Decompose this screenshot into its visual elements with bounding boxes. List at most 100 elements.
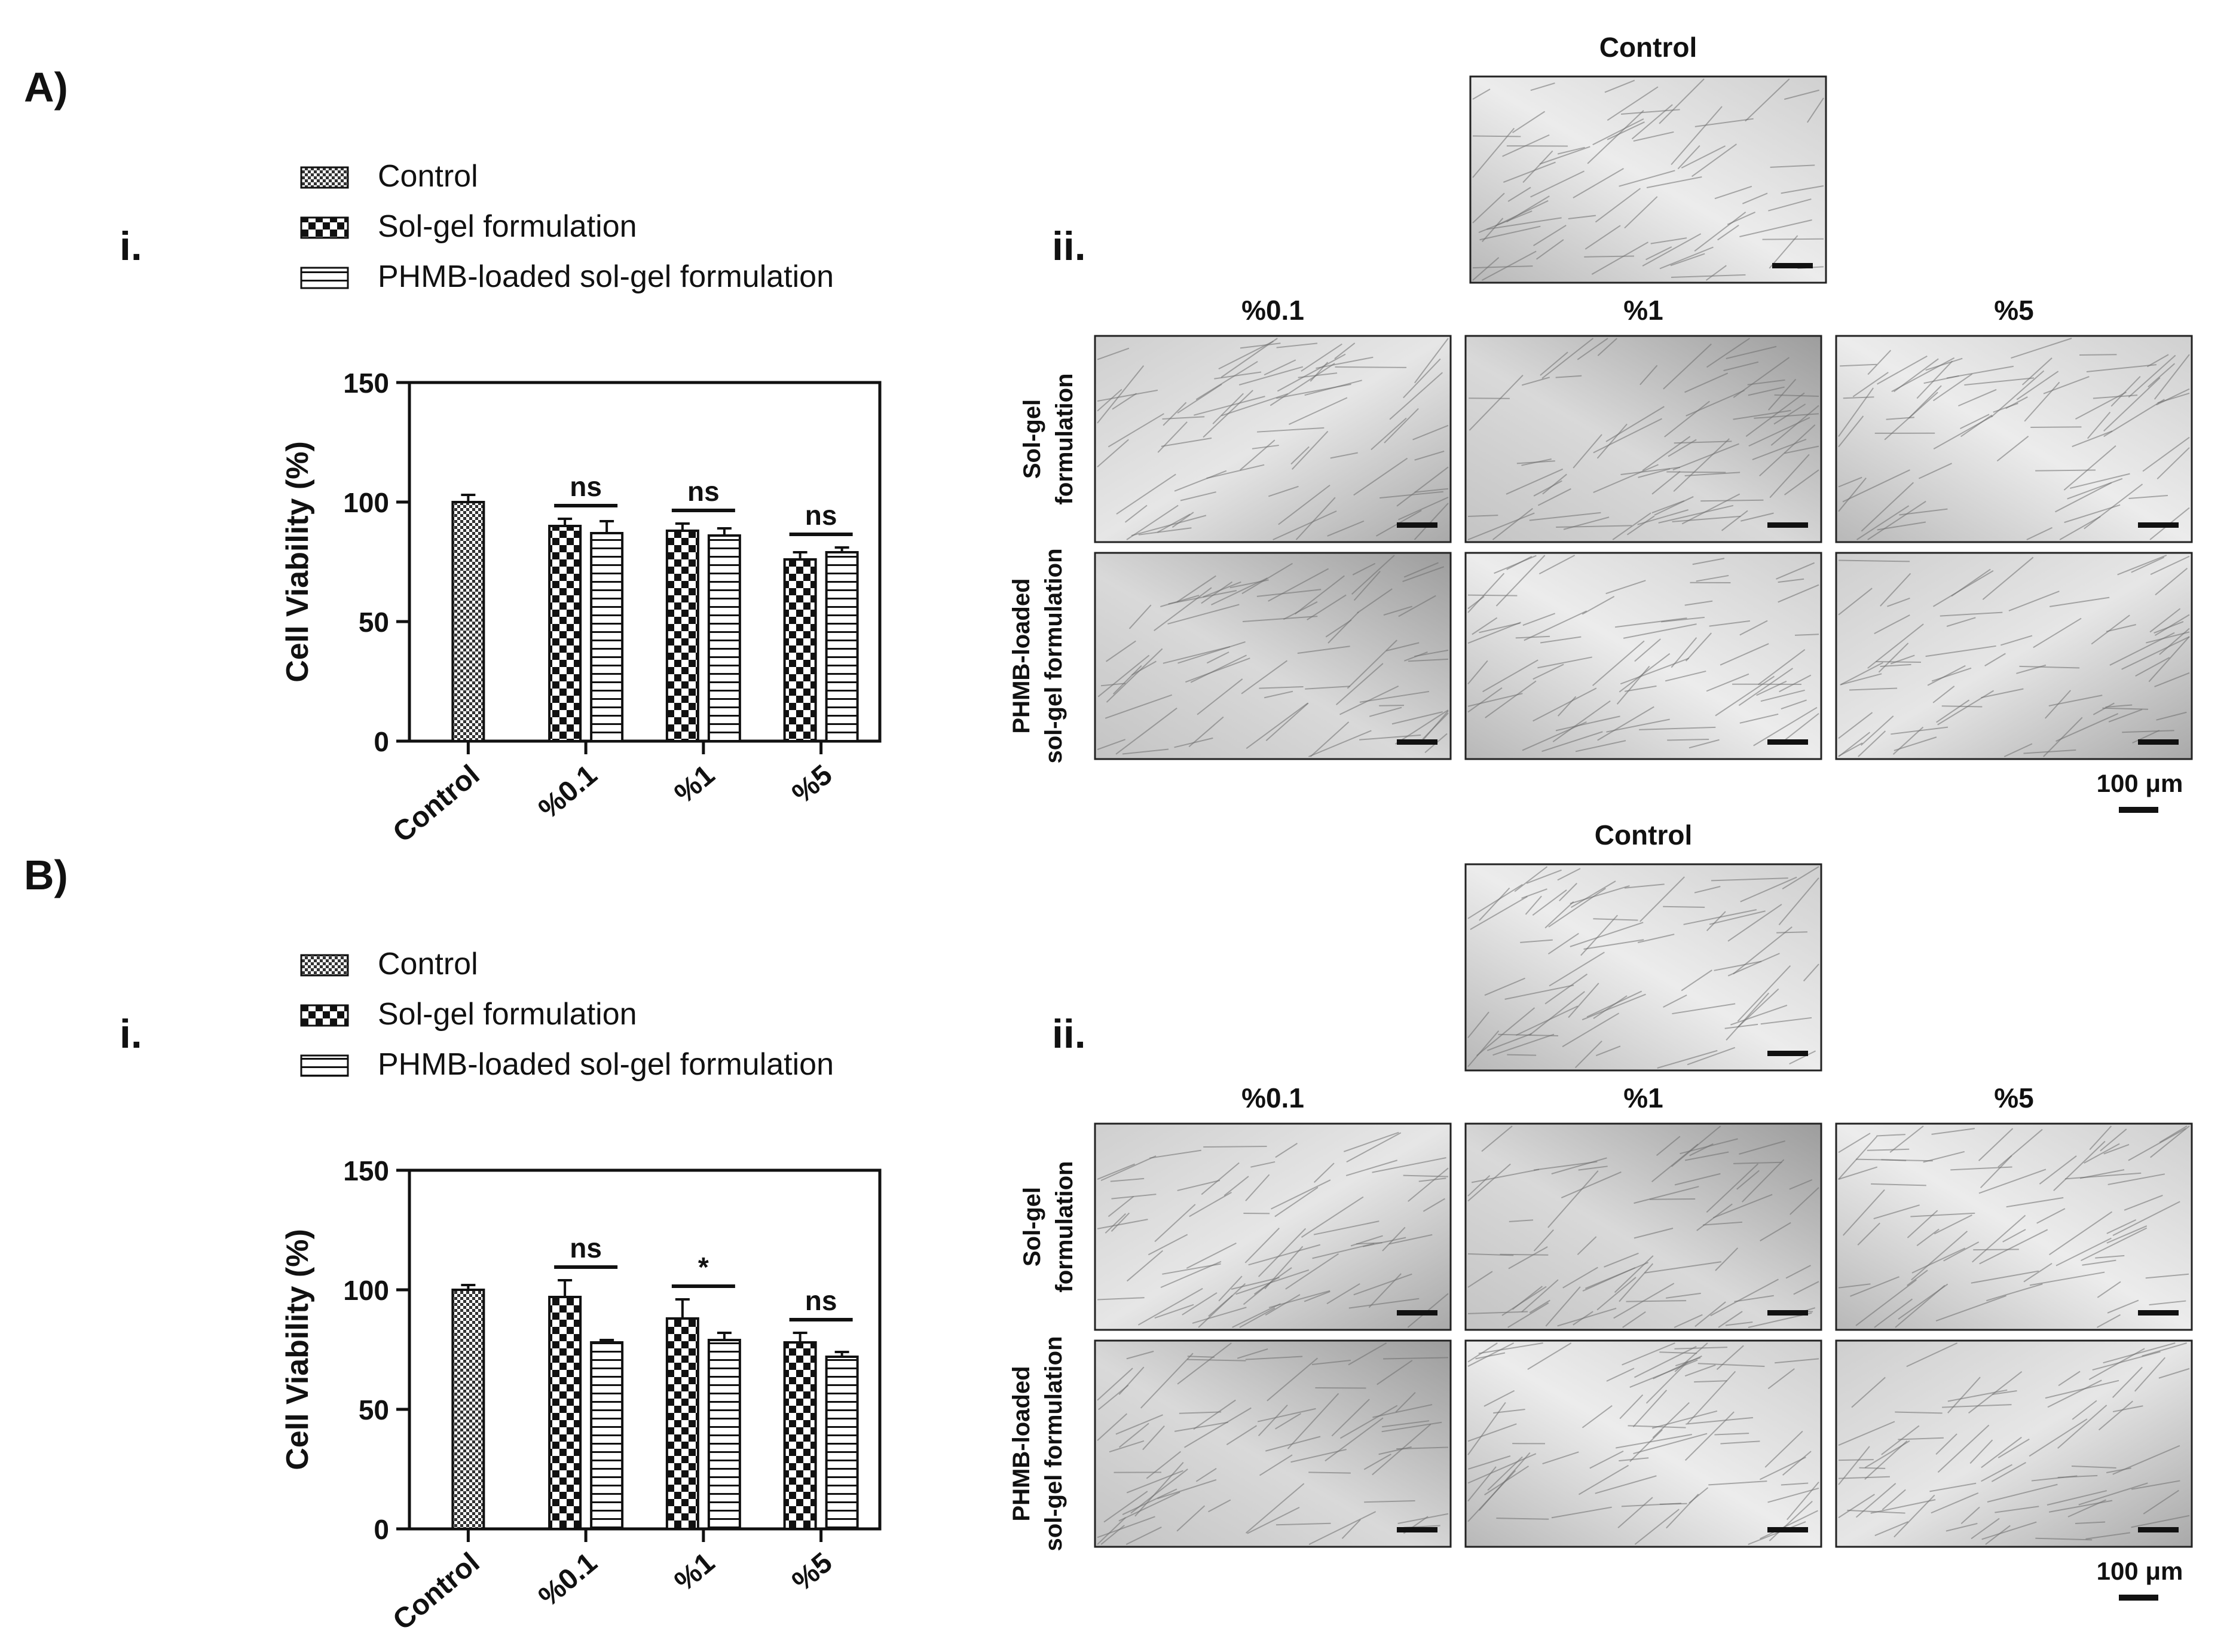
cell (1396, 466, 1449, 507)
y-tick-label: 50 (359, 607, 389, 638)
cell (2149, 1300, 2186, 1306)
cell (1633, 1433, 1708, 1455)
significance-label: ns (687, 476, 720, 507)
cell (1991, 370, 2045, 418)
cell (1264, 690, 1293, 699)
cell (1674, 1314, 1703, 1328)
cell (1247, 1507, 1300, 1534)
cell (1931, 1128, 1975, 1135)
cell (1197, 678, 1243, 715)
micro-row-label: PHMB-loaded sol-gel formulation (1008, 1336, 1067, 1552)
cell (1557, 146, 1585, 155)
cell (1311, 1359, 1351, 1366)
cell (1174, 470, 1227, 492)
cell (1582, 595, 1615, 615)
cell (1495, 555, 1546, 607)
cell (1673, 438, 1730, 492)
cell (1507, 186, 1531, 202)
cell (1486, 217, 1562, 230)
cell (1467, 1311, 1528, 1314)
cell (1778, 877, 1819, 926)
cell (1515, 635, 1550, 639)
cell (1842, 469, 1910, 503)
cell (1530, 82, 1555, 91)
cell (1469, 397, 1510, 399)
cell (1467, 1402, 1506, 1455)
cell (1857, 1222, 1880, 1246)
cell (1521, 888, 1547, 899)
cell (1549, 952, 1605, 987)
cell (2064, 504, 2121, 524)
cell (1671, 274, 1746, 278)
cell (2016, 371, 2059, 400)
cell (1168, 590, 1237, 605)
cell (1122, 748, 1169, 755)
panel-letter: B) (24, 852, 68, 898)
cell (1162, 1263, 1221, 1275)
cell (1389, 1234, 1433, 1245)
legend-swatch (300, 1054, 349, 1077)
cell (1985, 1525, 2011, 1545)
x-tick-label: %0.1 (533, 1547, 603, 1613)
cell (1891, 357, 1955, 393)
cell (1188, 716, 1224, 748)
cell (2070, 473, 2130, 489)
cell (1252, 445, 1279, 449)
cell (1265, 1294, 1301, 1316)
cell (1568, 215, 1596, 219)
cell (1304, 1290, 1330, 1302)
cell (1540, 636, 1582, 644)
cell (1706, 911, 1726, 932)
cell (1589, 1450, 1624, 1469)
cell (1533, 663, 1564, 680)
cell (1190, 654, 1247, 683)
cell (1733, 409, 1791, 420)
cell (1960, 414, 1993, 438)
cell (1552, 700, 1611, 742)
cell (1301, 1196, 1364, 1238)
cell (1305, 686, 1350, 690)
cell (1998, 1128, 2043, 1168)
cell (1408, 1167, 1449, 1202)
cell (1467, 1423, 1517, 1442)
cell (1313, 1162, 1335, 1183)
cell (1935, 1433, 1957, 1455)
cell (1597, 706, 1654, 741)
y-axis-label: Cell Viability (%) (280, 441, 315, 683)
cell (1274, 1186, 1319, 1217)
cell (2103, 1143, 2130, 1155)
cell (1646, 176, 1702, 188)
cell (1211, 577, 1268, 605)
cell (1734, 1295, 1774, 1302)
cell (1781, 1482, 1809, 1486)
cell (1556, 525, 1632, 528)
cell (1544, 973, 1588, 1005)
cell (2089, 1125, 2112, 1151)
cell (1986, 1283, 2043, 1302)
cell (1694, 212, 1746, 252)
cell (2128, 1128, 2186, 1161)
cell (2154, 621, 2184, 634)
cell (2157, 447, 2190, 480)
cell (1787, 1482, 1819, 1521)
cell (1663, 343, 1712, 390)
cell (1874, 1521, 1908, 1537)
cell (2159, 1125, 2188, 1143)
cell (1264, 359, 1296, 376)
cell (1116, 473, 1176, 515)
cell (1645, 246, 1672, 261)
cell (1625, 685, 1657, 692)
micro-column-title: %5 (1994, 1082, 2033, 1113)
cell (1403, 358, 1441, 399)
cell (1308, 1511, 1377, 1545)
cell (1978, 1128, 2014, 1161)
cell (2047, 1490, 2107, 1506)
cell (1981, 1521, 2037, 1540)
cell (1115, 707, 1177, 755)
cell (1541, 338, 1594, 379)
cell (1616, 1434, 1692, 1449)
cell (1551, 1157, 1607, 1174)
cell (1684, 1151, 1729, 1161)
cell (1960, 414, 1990, 430)
cell (1221, 338, 1278, 378)
